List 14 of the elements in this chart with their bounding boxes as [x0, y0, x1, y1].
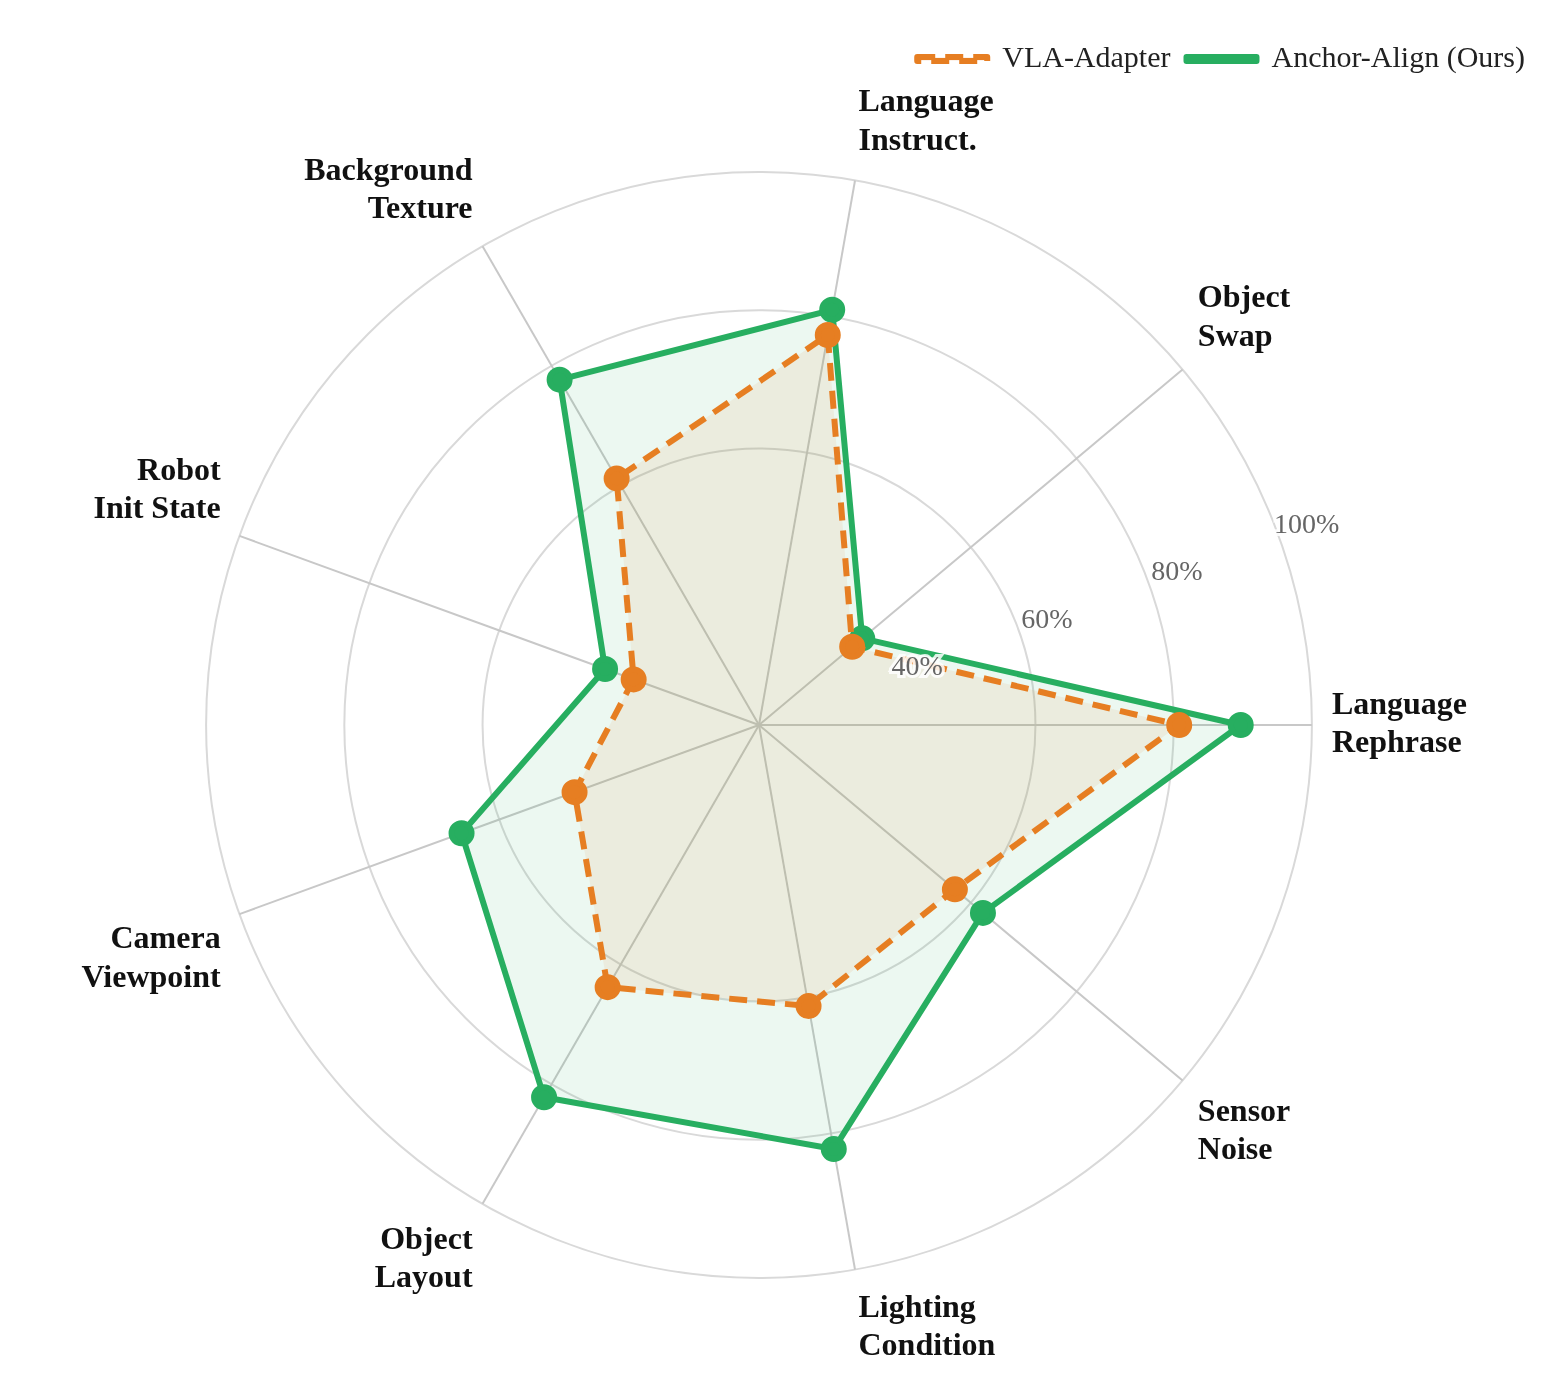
y-tick-label: 60% — [1021, 602, 1073, 634]
spoke-label: Language Instruct. — [858, 82, 994, 157]
legend-label: VLA-Adapter — [1002, 39, 1171, 73]
spoke-label: Robot Init State — [93, 450, 221, 526]
spoke-label: Background Texture — [304, 150, 473, 225]
spoke-label: Lighting Condition — [858, 1287, 996, 1363]
spoke-label: Camera Viewpoint — [81, 919, 221, 994]
spoke-label: Object Swap — [1197, 278, 1291, 353]
spoke-label: Language Rephrase — [1331, 685, 1468, 760]
legend-label: Anchor-Align (Ours) — [1271, 39, 1526, 74]
spoke-label: Object Layout — [374, 1219, 473, 1295]
spoke-label: Sensor Noise — [1197, 1091, 1291, 1167]
y-tick-label: 100% — [1274, 507, 1340, 539]
y-tick-label: 80% — [1151, 555, 1203, 587]
